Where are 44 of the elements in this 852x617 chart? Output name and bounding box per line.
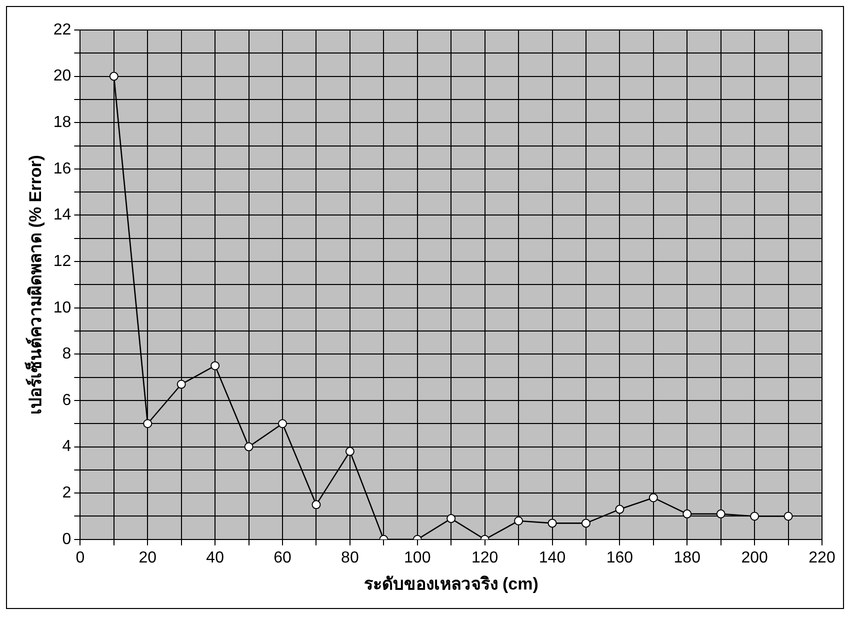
y-axis-title: เปอร์เซ็นต์ความผิดพลาด (% Error) — [22, 154, 45, 414]
point — [176, 380, 186, 389]
y-tick-label: 20 — [53, 68, 72, 85]
point — [143, 419, 152, 428]
point — [345, 446, 354, 456]
y-tick-label: 18 — [53, 114, 72, 132]
x-tick-label: 100 — [404, 549, 431, 566]
x-axis-title: ระดับของเหลวจริง (cm) — [364, 574, 538, 594]
point — [210, 361, 220, 370]
y-tick-label: 2 — [62, 484, 72, 502]
y-tick-label: 16 — [53, 160, 72, 178]
x-tick-label: 80 — [341, 549, 359, 566]
x-tick-label: 180 — [674, 549, 701, 566]
point — [615, 504, 624, 514]
y-tick-label: 8 — [62, 346, 72, 363]
y-tick-label: 14 — [53, 206, 72, 224]
x-tick-label: 220 — [808, 549, 836, 566]
x-tick-label: 120 — [471, 549, 498, 566]
point — [446, 514, 456, 524]
point — [278, 419, 288, 428]
y-tick-label: 4 — [62, 438, 72, 456]
point — [750, 512, 760, 521]
point — [682, 509, 692, 518]
point — [514, 516, 524, 526]
y-tick-label: 10 — [53, 299, 72, 316]
y-tick-label: 0 — [62, 530, 72, 548]
x-tick-label: 0 — [76, 549, 85, 566]
x-tick-label: 140 — [538, 549, 566, 566]
point — [548, 518, 557, 528]
x-tick-label: 60 — [274, 549, 292, 566]
x-tick-label: 200 — [741, 549, 768, 566]
point — [716, 509, 726, 518]
point — [648, 493, 658, 502]
x-tick-label: 40 — [206, 549, 224, 566]
y-tick-label: 6 — [62, 392, 72, 409]
point — [784, 512, 793, 521]
y-tick-label: 22 — [53, 21, 72, 38]
x-tick-label: 20 — [138, 549, 157, 566]
point — [312, 500, 321, 510]
point — [109, 72, 118, 81]
x-tick-label: 160 — [606, 549, 634, 566]
point — [244, 442, 254, 452]
point — [581, 518, 590, 528]
y-tick-label: 12 — [53, 252, 72, 270]
